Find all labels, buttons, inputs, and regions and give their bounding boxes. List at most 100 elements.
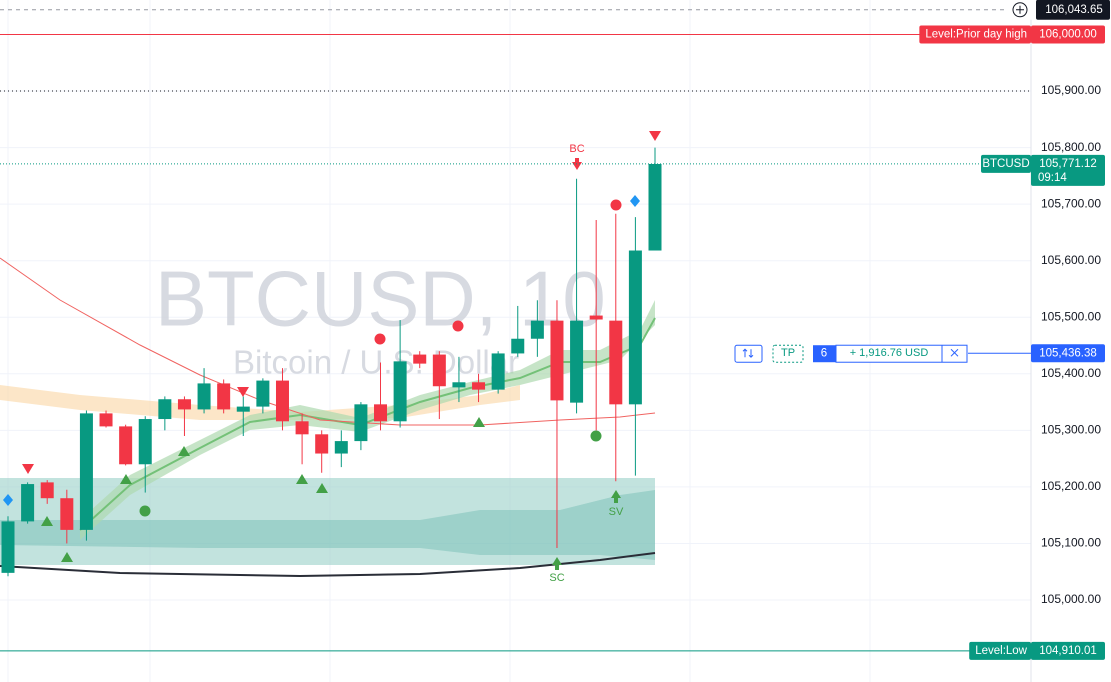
level-price-box <box>1031 25 1105 44</box>
last-price-box <box>1031 154 1105 186</box>
y-tick-label: 105,000.00 <box>1041 592 1101 606</box>
candle-body <box>275 380 289 422</box>
signal-diamond <box>3 494 13 506</box>
candle-body <box>432 354 446 387</box>
candle-body <box>197 383 211 410</box>
candle-body <box>315 434 329 454</box>
y-tick-label: 105,300.00 <box>1041 423 1101 437</box>
signal-up <box>178 446 190 456</box>
candle-body <box>570 320 584 403</box>
candle-body <box>295 421 309 435</box>
ma-red <box>0 257 656 426</box>
ma-band <box>80 300 655 540</box>
candle-body <box>256 380 270 407</box>
candle-body <box>40 482 54 499</box>
last-price-name-box <box>981 154 1031 173</box>
candle-body <box>119 426 133 465</box>
candle-body <box>374 404 388 422</box>
level-price-box <box>1031 641 1105 660</box>
level-name: Level:Low <box>975 645 1027 657</box>
arrow-up <box>552 557 562 570</box>
signal-dot <box>452 320 464 332</box>
countdown: 09:14 <box>1038 172 1067 184</box>
watermark-subtitle: Bitcoin / U.S. Dollar <box>233 344 519 381</box>
signal-up <box>296 474 308 484</box>
candle-body <box>530 320 544 339</box>
overlay: 105,000.00 105,100.00 105,200.00 105,300.00… <box>0 0 1110 660</box>
y-tick-label: 105,700.00 <box>1041 196 1101 210</box>
crosshair-price: 106,043.65 <box>1045 4 1103 16</box>
position-pnl: + 1,916.76 USD <box>850 347 929 359</box>
candle-body <box>21 484 35 522</box>
price-axis <box>1031 0 1111 682</box>
candle-body <box>158 399 172 420</box>
signal-down <box>22 464 34 474</box>
signal-down <box>237 387 249 397</box>
signal-up <box>41 516 53 526</box>
crosshair-box <box>1036 0 1110 20</box>
ma-line <box>79 317 656 531</box>
close-icon[interactable] <box>950 348 959 357</box>
level-price: 104,910.01 <box>1039 645 1097 657</box>
candle-body <box>628 250 642 405</box>
candles <box>1 147 662 577</box>
ma-black <box>0 552 656 578</box>
candle-body <box>609 320 623 405</box>
position-qty: 6 <box>821 347 827 359</box>
signal-dot <box>610 199 622 211</box>
level-price: 106,000.00 <box>1039 29 1097 41</box>
add-icon <box>1016 5 1024 14</box>
cloud <box>0 450 655 565</box>
level-name-box <box>919 25 1031 44</box>
annotation: SC <box>549 572 564 584</box>
cloud-inner <box>0 490 655 560</box>
signal-up <box>61 552 73 562</box>
signal-dot <box>374 333 386 345</box>
candle-body <box>177 399 191 410</box>
indicators <box>0 257 656 578</box>
position-side: TP <box>781 347 795 359</box>
candle-body <box>511 338 525 354</box>
candle-body <box>79 413 93 530</box>
arrow-up <box>611 490 621 503</box>
candle-body <box>334 441 348 454</box>
y-tick-label: 105,400.00 <box>1041 366 1101 380</box>
signal-dot <box>590 430 602 442</box>
candle-body <box>217 383 231 410</box>
signal-up <box>316 483 328 493</box>
candle-body <box>472 382 486 390</box>
last-price: 105,771.12 <box>1039 158 1097 170</box>
candle-body <box>589 315 603 320</box>
signal-up <box>120 474 132 484</box>
level-name-box <box>969 641 1031 660</box>
candle-body <box>452 382 466 388</box>
y-tick-label: 105,200.00 <box>1041 479 1101 493</box>
position-pnl-box[interactable] <box>835 344 968 363</box>
candle-body <box>60 498 74 530</box>
y-tick-label: 105,500.00 <box>1041 309 1101 323</box>
annotation: BC <box>569 143 584 155</box>
level-name: Level:Prior day high <box>925 29 1027 41</box>
signal-diamond <box>630 195 640 207</box>
candle-body <box>236 406 250 412</box>
candle-body <box>491 353 505 390</box>
position-price-box <box>1031 344 1105 363</box>
signal-dot <box>139 505 151 517</box>
candle-body <box>413 354 427 364</box>
candle-body <box>393 361 407 422</box>
position-toggle[interactable] <box>734 344 763 363</box>
candle-body <box>550 320 564 401</box>
candle-body <box>354 404 368 442</box>
last-price-name: BTCUSD <box>982 158 1029 170</box>
signals: BC SC SV <box>3 131 661 584</box>
annotation: SV <box>609 506 624 518</box>
candle-body <box>138 419 152 465</box>
toggle-icon <box>742 348 754 358</box>
y-tick-label: 105,100.00 <box>1041 536 1101 550</box>
signal-down <box>649 131 661 141</box>
position-side-box[interactable] <box>772 344 804 363</box>
candle-body <box>648 163 662 251</box>
candle-body <box>1 521 15 573</box>
position-price: 105,436.38 <box>1039 347 1097 359</box>
